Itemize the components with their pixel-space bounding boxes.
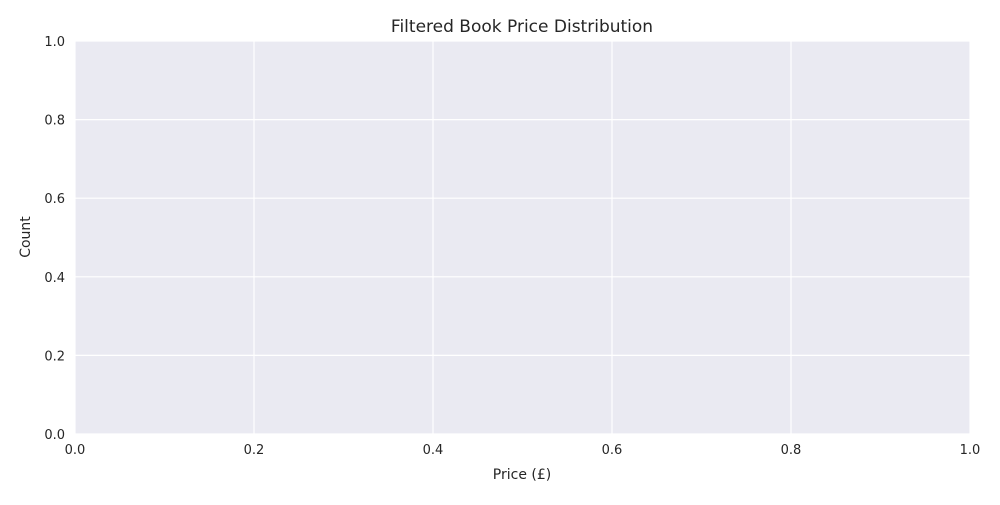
x-tick-label: 0.2 — [244, 443, 265, 458]
x-tick-label: 0.8 — [781, 443, 802, 458]
y-tick-label: 0.4 — [44, 271, 65, 286]
y-tick-label: 0.0 — [44, 428, 65, 443]
chart-title: Filtered Book Price Distribution — [391, 17, 653, 37]
y-tick-label: 0.6 — [44, 192, 65, 207]
y-axis-label: Count — [18, 216, 34, 258]
y-tick-label: 0.8 — [44, 114, 65, 129]
x-axis-label: Price (£) — [493, 467, 551, 483]
x-axis-ticks: 0.0 0.2 0.4 0.6 0.8 1.0 — [65, 443, 981, 458]
y-axis-ticks: 0.0 0.2 0.4 0.6 0.8 1.0 — [44, 35, 65, 443]
x-tick-label: 0.4 — [423, 443, 444, 458]
x-tick-label: 1.0 — [960, 443, 981, 458]
plot-area — [75, 41, 970, 434]
x-tick-label: 0.0 — [65, 443, 86, 458]
y-tick-label: 1.0 — [44, 35, 65, 50]
y-tick-label: 0.2 — [44, 349, 65, 364]
grid-lines — [74, 40, 971, 435]
x-tick-label: 0.6 — [602, 443, 623, 458]
